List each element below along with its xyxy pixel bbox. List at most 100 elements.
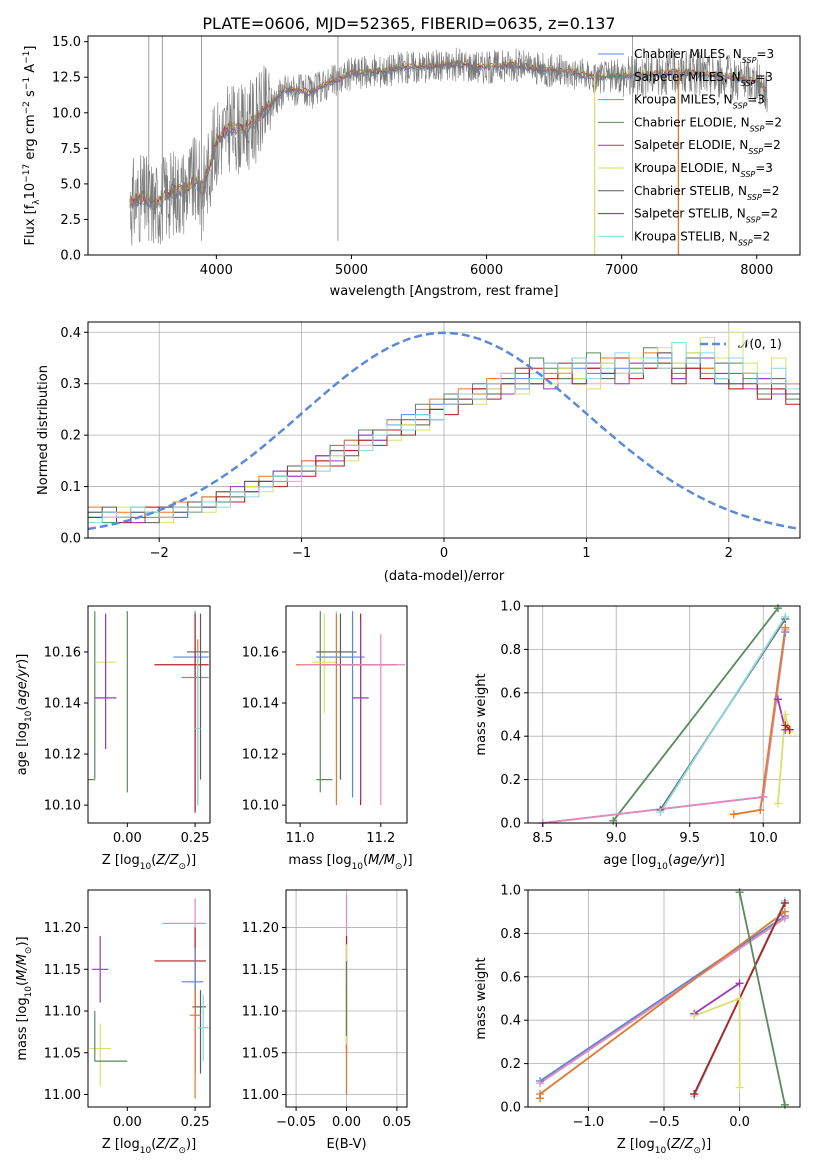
plot-area [89,898,209,1099]
y-tick-label: 2.5 [60,213,81,228]
x-tick-label: 8.5 [532,831,553,846]
x-axis-label: Z [log10(Z/Z⊙)] [617,1137,711,1156]
histogram-step-line [88,342,800,524]
y-axis-label: mass [log10(M/M⊙)] [15,936,34,1060]
x-tick-label: 0.0 [729,1115,750,1130]
label-part: M/M [15,954,30,981]
y-tick-label: 0.4 [60,326,81,341]
x-tick-label: 0 [440,546,448,561]
weight-line [539,910,786,1099]
label-part: erg cm [23,114,38,163]
legend-label: Salpeter ELODIE, NSSP=2 [634,138,781,156]
legend-suffix: =2 [753,229,771,243]
legend-suffix: =3 [756,47,774,61]
y-tick-label: 10.10 [242,799,279,814]
label-part: 10 [655,1146,667,1156]
y-tick-label: 0.4 [500,1014,521,1029]
y-tick-label: 0.0 [60,532,81,547]
weight-line [542,631,787,823]
weight-line [659,616,787,813]
x-axis-label: age [log10(age/yr)] [603,853,725,872]
residuals-panel: −2 −1 0 1 2 0.0 0.1 0.2 0.3 0.4 (data-model)/error… [36,321,801,584]
legend-suffix: =3 [747,93,765,107]
label-part: ( [15,981,30,986]
figure-title: PLATE=0606, MJD=52365, FIBERID=0635, z=0… [202,14,615,33]
x-tick-label: 4000 [200,263,233,278]
y-tick-label: 10.16 [44,645,81,660]
legend-subscript: SSP [738,238,753,247]
x-tick-label: 11.0 [286,831,315,846]
legend-text: Chabrier MILES, N [634,47,742,61]
y-tick-label: 0.6 [500,970,521,985]
y-tick-label: 0.2 [500,1057,521,1072]
weight-vs-age-panel: 8.5 9.0 9.5 10.0 0.0 0.2 0.4 0.6 0.8 1.0 mass weig… [474,600,801,872]
x-tick-label: 0.25 [181,1115,210,1130]
legend-subscript: SSP [742,56,757,65]
label-part: 10 [140,862,152,872]
label-part: s [23,90,38,101]
y-tick-label: 0.0 [500,1101,521,1116]
legend-subscript: SSP [746,215,761,224]
x-tick-label: 0.00 [113,1115,142,1130]
label-part: M/M [368,853,395,868]
legend-subscript: SSP [750,124,765,133]
weight-marker [690,1011,699,1020]
weight-marker [773,799,782,808]
legend-suffix: =2 [762,184,780,198]
weight-marker [781,623,790,632]
plot-area [539,892,786,1105]
label-part: −2 [22,101,32,114]
y-axis-label: age [log10(age/yr)] [15,654,34,776]
label-part: age/yr [15,662,30,705]
weight-marker [781,612,790,621]
weight-marker [735,979,744,988]
legend-text: Kroupa MILES, N [634,93,733,107]
y-tick-label: 10.12 [44,748,81,763]
legend-suffix: =2 [764,115,782,129]
label-part: )] [402,853,412,868]
weight-marker [756,805,765,814]
label-part: Z/Z [670,1137,694,1152]
x-tick-label: 0.05 [382,1115,411,1130]
legend-label: 𝒩(0, 1) [738,337,782,351]
label-part: ( [666,1137,671,1152]
y-tick-label: 0.2 [60,429,81,444]
y-tick-label: 10.10 [44,799,81,814]
grid-lines [528,605,800,824]
y-axis-label: Normed distribution [36,365,51,495]
y-tick-label: 10.12 [242,748,279,763]
label-part: ( [668,853,673,868]
label-part: 10 [24,710,34,722]
legend-label: Kroupa MILES, NSSP=3 [634,93,765,111]
y-tick-label: 11.20 [44,921,81,936]
x-tick-label: −2 [150,546,169,561]
legend-label: Chabrier ELODIE, NSSP=2 [634,115,782,132]
legend-label: Salpeter STELIB, NSSP=2 [634,207,778,225]
x-tick-label: −0.05 [276,1115,316,1130]
weight-marker [780,1100,789,1109]
label-part: age/yr [673,853,716,868]
legend-subscript: SSP [733,101,748,110]
label-part: A [23,64,38,77]
y-tick-label: 7.5 [60,142,81,157]
x-tick-label: 0.00 [113,831,142,846]
legend-subscript: SSP [741,78,756,87]
label-part: )] [186,853,196,868]
y-tick-label: 11.10 [242,1005,279,1020]
label-part: 10 [352,862,364,872]
weight-marker [735,994,744,1003]
axes-frame [87,889,211,1108]
x-tick-label: 0.25 [181,831,210,846]
weight-line [539,917,786,1084]
legend-text: Kroupa STELIB, N [634,229,738,243]
label-part: )] [15,936,30,946]
legend-subscript: SSP [741,170,756,179]
label-part: Z/Z [155,1137,179,1152]
axes-frame [87,605,211,824]
plot-area [542,607,791,823]
weight-line [612,607,779,822]
legend-text: Salpeter MILES, N [634,70,741,84]
label-part: )] [701,1137,711,1152]
